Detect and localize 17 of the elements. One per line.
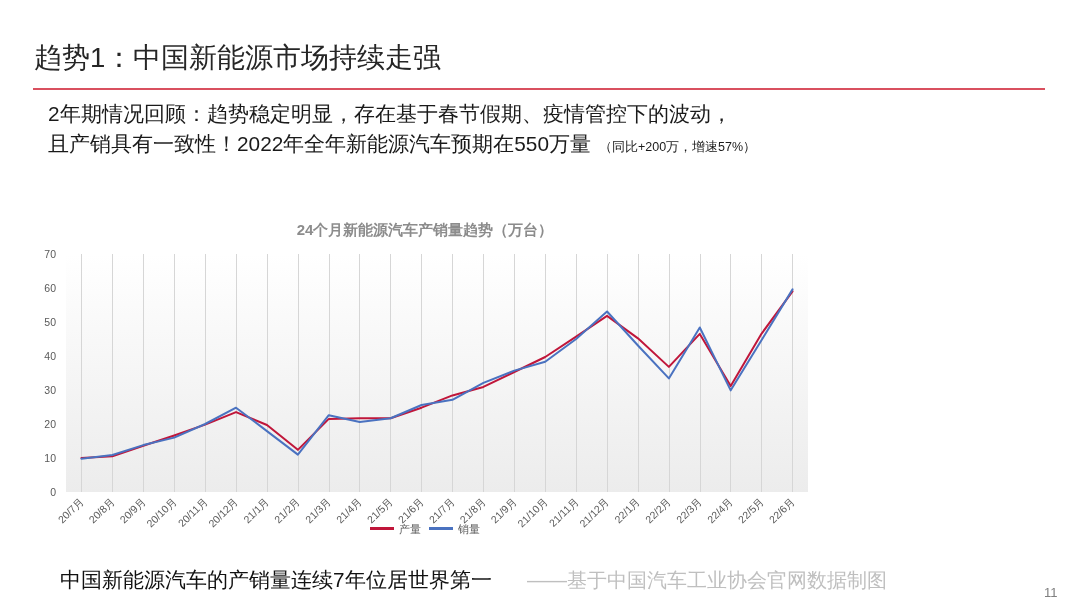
text: ——基于中国汽车工业协会官网数据制图 [527,568,887,593]
y-tick-label: 50 [44,316,57,328]
chart-subtitle: 2年期情况回顾：趋势稳定明显，存在基于春节假期、疫情管控下的波动， [48,101,732,127]
chart-title: 趋势1：中国新能源市场持续走强 [34,41,442,75]
y-tick-label: 20 [44,418,57,430]
legend-label: 产量 [399,522,421,535]
text: 且产销具有一致性！2022年全年新能源汽车预期在550万量 [48,131,591,157]
y-tick-label: 10 [44,452,57,464]
y-tick-label: 40 [44,350,57,362]
y-tick-label: 60 [44,282,57,294]
y-tick-label: 30 [44,384,57,396]
text: （同比+200万，增速57%） [598,139,757,156]
y-tick-label: 70 [44,248,57,260]
text: 11 [1044,584,1058,602]
y-tick-label: 0 [50,486,57,498]
text: 24个月新能源汽车产销量趋势（万台） [296,221,554,238]
text: 中国新能源汽车的产销量连续7年位居世界第一 [60,567,492,593]
